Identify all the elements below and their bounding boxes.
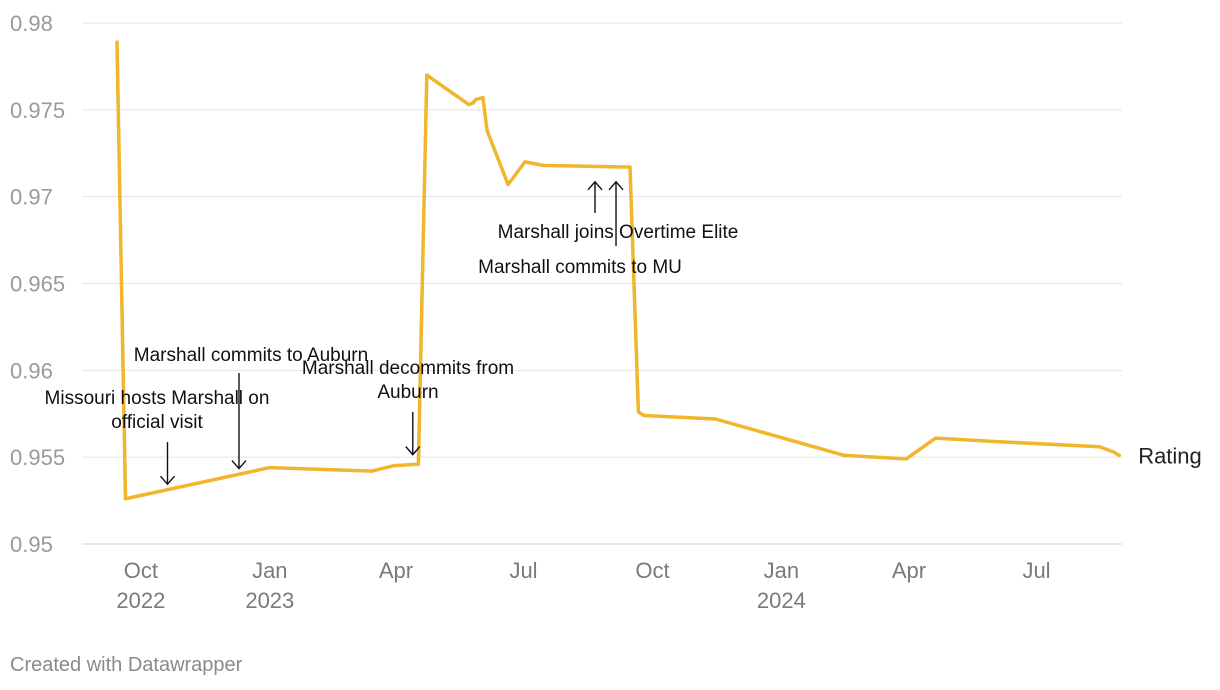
x-tick-label: Jan [252, 558, 287, 583]
annotation-arrow-head [159, 475, 176, 486]
y-tick-label: 0.965 [10, 272, 65, 297]
annotation-text: official visit [111, 412, 203, 433]
x-tick-year-label: 2023 [245, 588, 294, 613]
x-tick-year-label: 2024 [757, 588, 806, 613]
series-line [115, 40, 1121, 501]
x-tick-label: Apr [379, 558, 413, 583]
x-tick-label: Jan [764, 558, 799, 583]
y-tick-label: 0.98 [10, 11, 53, 36]
annotation-text: Marshall decommits from [302, 358, 514, 379]
x-tick-label: Oct [124, 558, 158, 583]
annotation-arrow-head [608, 180, 624, 191]
annotation-text: Missouri hosts Marshall on [45, 388, 270, 409]
x-tick-year-label: 2022 [116, 588, 165, 613]
annotation-arrow-head [587, 180, 603, 191]
series-label: Rating [1138, 443, 1202, 468]
axis-layer: 0.95 0.955 0.96 0.965 0.97 0.975 0.98 Oct 2022 Ja… [10, 11, 1051, 613]
x-tick-label: Apr [892, 558, 926, 583]
x-tick-label: Jul [1022, 558, 1050, 583]
series-layer: Rating [115, 40, 1202, 501]
y-tick-label: 0.955 [10, 445, 65, 470]
annotation-arrow-head [405, 446, 421, 456]
annotation-text: Marshall commits to MU [478, 257, 682, 278]
y-tick-label: 0.97 [10, 185, 53, 210]
x-tick-label: Jul [509, 558, 537, 583]
annotation-layer: Missouri hosts Marshall on official visit… [45, 180, 739, 486]
annotation-arrow-head [231, 460, 247, 470]
annotation-text: Auburn [377, 382, 438, 403]
annotation-text: Marshall commits to Auburn [134, 345, 368, 366]
grid-layer [82, 22, 1122, 545]
x-tick-label: Oct [635, 558, 669, 583]
annotation-text: Marshall joins Overtime Elite [498, 222, 739, 243]
y-tick-label: 0.975 [10, 98, 65, 123]
y-tick-label: 0.95 [10, 532, 53, 557]
credit-text: Created with Datawrapper [10, 654, 243, 676]
y-tick-label: 0.96 [10, 358, 53, 383]
